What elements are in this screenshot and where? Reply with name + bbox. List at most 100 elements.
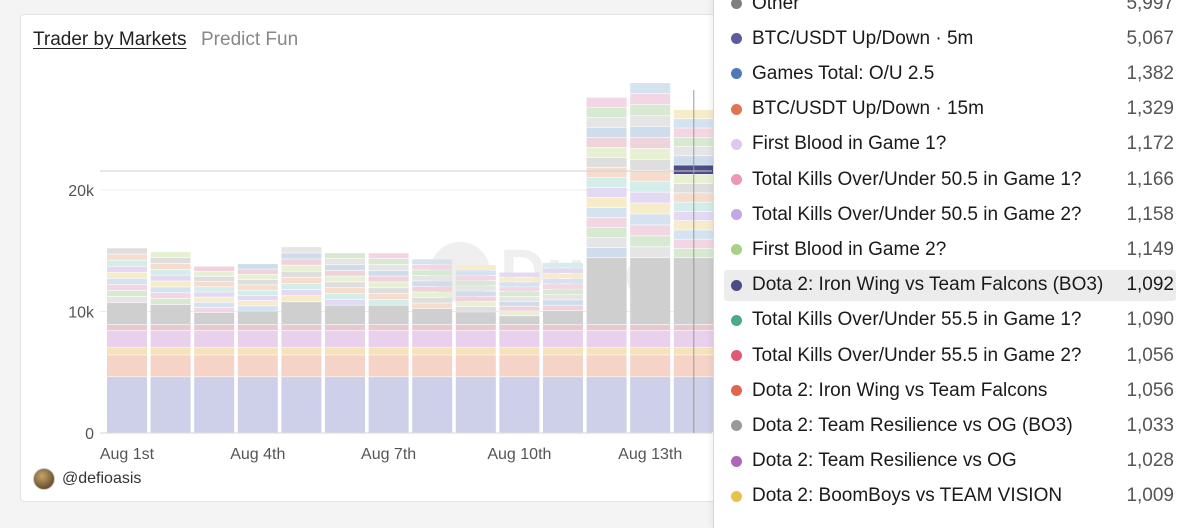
bar-segment[interactable] (237, 324, 278, 331)
bar-segment[interactable] (237, 285, 278, 290)
bar-segment[interactable] (325, 276, 365, 282)
bar-segment[interactable] (325, 324, 365, 331)
bar-segment[interactable] (455, 377, 496, 433)
bar-segment[interactable] (630, 83, 671, 94)
bar-segment[interactable] (499, 377, 540, 433)
bar-segment[interactable] (281, 289, 322, 296)
bar-segment[interactable] (455, 275, 496, 281)
bar-segment[interactable] (237, 290, 278, 296)
bar-segment[interactable] (194, 302, 235, 308)
bar-segment[interactable] (412, 330, 453, 348)
bar-segment[interactable] (325, 288, 365, 294)
bar-segment[interactable] (281, 330, 322, 348)
bar-segment[interactable] (630, 247, 671, 258)
bar-segment[interactable] (455, 312, 496, 325)
bar-segment[interactable] (107, 377, 147, 433)
bar-segment[interactable] (325, 282, 365, 288)
bar-segment[interactable] (455, 270, 496, 276)
bar-segment[interactable] (237, 347, 278, 355)
bar-segment[interactable] (586, 217, 627, 228)
bar-segment[interactable] (281, 265, 322, 271)
bar-segment[interactable] (107, 248, 147, 254)
bar-segment[interactable] (107, 347, 147, 355)
bar-segment[interactable] (543, 305, 583, 311)
bar-segment[interactable] (499, 324, 540, 331)
bar-segment[interactable] (543, 310, 583, 325)
bar-segment[interactable] (630, 137, 671, 149)
bar-segment[interactable] (455, 280, 496, 286)
bar-segment[interactable] (368, 293, 409, 300)
bar-segment[interactable] (412, 324, 453, 331)
bar-segment[interactable] (543, 347, 583, 355)
bar-segment[interactable] (281, 277, 322, 284)
bar-segment[interactable] (630, 115, 671, 127)
bar-segment[interactable] (543, 278, 583, 284)
bar-segment[interactable] (107, 278, 147, 285)
bar-segment[interactable] (107, 254, 147, 260)
bar-segment[interactable] (499, 282, 540, 287)
bar-segment[interactable] (237, 300, 278, 306)
bar-segment[interactable] (237, 279, 278, 285)
bar-segment[interactable] (368, 288, 409, 294)
bar-segment[interactable] (194, 266, 235, 272)
bar-segment[interactable] (150, 347, 191, 355)
bar-segment[interactable] (194, 324, 235, 331)
bar-segment[interactable] (499, 301, 540, 306)
bar-segment[interactable] (630, 192, 671, 203)
bar-segment[interactable] (412, 297, 453, 303)
bar-segment[interactable] (586, 107, 627, 118)
bar-segment[interactable] (281, 377, 322, 433)
bar-segment[interactable] (499, 330, 540, 348)
bar-segment[interactable] (368, 377, 409, 433)
bar-segment[interactable] (150, 287, 191, 293)
bar-segment[interactable] (237, 311, 278, 325)
bar-segment[interactable] (150, 304, 191, 325)
bar-segment[interactable] (194, 347, 235, 355)
bar-segment[interactable] (412, 292, 453, 298)
bar-segment[interactable] (455, 301, 496, 307)
bar-segment[interactable] (325, 305, 365, 325)
bar-segment[interactable] (325, 355, 365, 377)
bar-segment[interactable] (543, 324, 583, 331)
bar-segment[interactable] (194, 312, 235, 325)
bar-segment[interactable] (543, 284, 583, 289)
bar-segment[interactable] (586, 355, 627, 377)
bar-segment[interactable] (586, 248, 627, 258)
bar-segment[interactable] (325, 299, 365, 305)
bar-segment[interactable] (412, 275, 453, 281)
bar-segment[interactable] (107, 266, 147, 272)
bar-segment[interactable] (630, 170, 671, 181)
bar-segment[interactable] (586, 97, 627, 108)
bar-segment[interactable] (150, 275, 191, 281)
bar-segment[interactable] (368, 276, 409, 282)
bar-segment[interactable] (630, 181, 671, 192)
bar-segment[interactable] (630, 126, 671, 138)
bar-segment[interactable] (368, 264, 409, 271)
bar-segment[interactable] (325, 270, 365, 276)
bar-segment[interactable] (281, 283, 322, 290)
bar-segment[interactable] (325, 253, 365, 259)
bar-segment[interactable] (237, 274, 278, 280)
bar-segment[interactable] (281, 347, 322, 355)
bar-segment[interactable] (630, 203, 671, 214)
bar-segment[interactable] (630, 347, 671, 355)
bar-segment[interactable] (499, 287, 540, 292)
bar-segment[interactable] (455, 330, 496, 348)
bar-segment[interactable] (455, 306, 496, 312)
bar-segment[interactable] (237, 306, 278, 311)
bar-segment[interactable] (150, 355, 191, 377)
bar-segment[interactable] (543, 355, 583, 377)
bar-segment[interactable] (368, 299, 409, 305)
bar-segment[interactable] (630, 324, 671, 331)
bar-segment[interactable] (412, 264, 453, 270)
bar-segment[interactable] (368, 282, 409, 288)
bar-segment[interactable] (543, 268, 583, 273)
bar-segment[interactable] (281, 253, 322, 259)
bar-segment[interactable] (150, 324, 191, 331)
bar-segment[interactable] (150, 298, 191, 305)
bar-segment[interactable] (150, 330, 191, 348)
bar-segment[interactable] (586, 127, 627, 138)
bar-segment[interactable] (455, 355, 496, 377)
bar-segment[interactable] (586, 197, 627, 208)
bar-segment[interactable] (281, 302, 322, 325)
